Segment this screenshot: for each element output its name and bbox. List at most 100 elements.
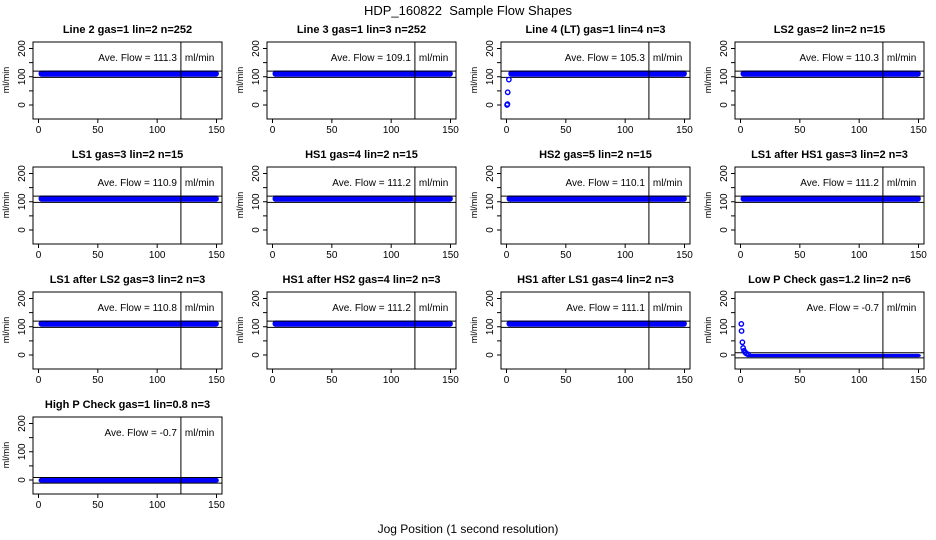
panel-plot-5: HS1 gas=4 lin=2 n=15 0 100 200 ml/min 0 50 100 1… (235, 149, 459, 261)
y-axis-label: ml/min (1, 442, 11, 469)
x-tick-label: 150 (208, 375, 225, 386)
plot-frame (266, 291, 457, 370)
y-axis-label: ml/min (1, 67, 11, 94)
panel-cell-7: LS1 after HS1 gas=3 lin=2 n=3 0 100 200 ml/m… (702, 145, 936, 270)
x-tick-label: 50 (326, 375, 338, 386)
panel-plot-8: LS1 after LS2 gas=3 lin=2 n=3 0 100 200 ml/m… (1, 274, 225, 386)
panel-cell-5: HS1 gas=4 lin=2 n=15 0 100 200 ml/min 0 50 100 1… (234, 145, 468, 270)
data-point (504, 101, 511, 108)
x-tick-label: 0 (504, 125, 510, 136)
data-band (506, 195, 687, 202)
x-tick-label: 0 (738, 125, 744, 136)
x-tick-label: 100 (851, 250, 868, 261)
figure-xlabel: Jog Position (1 second resolution) (377, 522, 559, 536)
panel-cell-1: Line 3 gas=1 lin=3 n=252 0 100 200 ml/min 0 50… (234, 20, 468, 145)
panel-title: LS1 gas=3 lin=2 n=15 (72, 149, 184, 161)
y-tick-label: 100 (485, 193, 496, 210)
y-tick-label: 100 (17, 193, 28, 210)
data-point (738, 328, 745, 334)
y-tick-label: 100 (485, 318, 496, 335)
panel-plot-1: Line 3 gas=1 lin=3 n=252 0 100 200 ml/min 0 50… (235, 24, 459, 136)
data-point (504, 89, 511, 96)
data-point (738, 321, 745, 327)
ave-flow-unit: ml/min (185, 303, 214, 314)
x-tick-label: 150 (208, 250, 225, 261)
panel-title: Line 3 gas=1 lin=3 n=252 (297, 24, 426, 36)
ave-flow-unit: ml/min (653, 178, 682, 189)
plot-frame (32, 291, 223, 370)
y-tick-label: 200 (485, 290, 496, 307)
x-tick-label: 150 (910, 375, 927, 386)
data-band (272, 195, 453, 202)
x-tick-label: 100 (383, 375, 400, 386)
x-tick-label: 0 (36, 125, 42, 136)
figure-title: HDP_160822 Sample Flow Shapes (363, 3, 573, 18)
y-tick-label: 200 (251, 40, 262, 57)
ave-flow-annotation: Ave. Flow = 109.1 (331, 53, 412, 64)
ave-flow-annotation: Ave. Flow = -0.7 (105, 428, 178, 439)
ave-flow-annotation: Ave. Flow = -0.7 (807, 303, 880, 314)
x-tick-label: 150 (676, 125, 693, 136)
ave-flow-unit: ml/min (653, 303, 682, 314)
x-tick-label: 150 (208, 500, 225, 511)
data-band (740, 195, 921, 202)
plot-frame (500, 41, 691, 120)
y-tick-label: 200 (251, 290, 262, 307)
x-tick-label: 0 (36, 250, 42, 261)
y-axis-label: ml/min (235, 317, 245, 344)
ave-flow-unit: ml/min (419, 303, 448, 314)
x-tick-label: 150 (208, 125, 225, 136)
y-tick-label: 0 (719, 352, 730, 358)
x-tick-label: 50 (92, 375, 104, 386)
ave-flow-annotation: Ave. Flow = 110.1 (565, 178, 645, 189)
panel-cell-0: Line 2 gas=1 lin=2 n=252 0 100 200 ml/min 0 50… (0, 20, 234, 145)
y-tick-label: 0 (17, 477, 28, 483)
panel-cell-9: HS1 after HS2 gas=4 lin=2 n=3 0 100 200 ml/m… (234, 270, 468, 395)
y-tick-label: 0 (17, 102, 28, 108)
panel-plot-7: LS1 after HS1 gas=3 lin=2 n=3 0 100 200 ml/m… (703, 149, 927, 261)
ave-flow-unit: ml/min (887, 178, 916, 189)
x-tick-label: 50 (794, 375, 806, 386)
x-tick-label: 100 (851, 375, 868, 386)
ave-flow-unit: ml/min (419, 53, 448, 64)
y-axis-label: ml/min (703, 317, 713, 344)
panel-title: High P Check gas=1 lin=0.8 n=3 (45, 399, 210, 411)
y-tick-label: 100 (719, 68, 730, 85)
plot-frame (32, 166, 223, 245)
ave-flow-annotation: Ave. Flow = 111.3 (98, 53, 177, 64)
x-tick-label: 0 (738, 250, 744, 261)
ave-flow-annotation: Ave. Flow = 110.3 (799, 53, 879, 64)
panel-cell-6: HS2 gas=5 lin=2 n=15 0 100 200 ml/min 0 50 100 1… (468, 145, 702, 270)
plot-frame (32, 416, 223, 495)
y-tick-label: 100 (719, 193, 730, 210)
x-tick-label: 50 (560, 250, 572, 261)
plot-frame (500, 291, 691, 370)
data-band (38, 477, 219, 483)
y-axis-label: ml/min (1, 192, 11, 219)
panel-cell-4: LS1 gas=3 lin=2 n=15 0 100 200 ml/min 0 50 100 1… (0, 145, 234, 270)
plot-frame (500, 166, 691, 245)
y-tick-label: 200 (17, 165, 28, 182)
panel-plot-6: HS2 gas=5 lin=2 n=15 0 100 200 ml/min 0 50 100 1… (469, 149, 693, 261)
data-point (740, 345, 747, 351)
x-tick-label: 0 (738, 375, 744, 386)
ave-flow-annotation: Ave. Flow = 111.1 (566, 303, 645, 314)
panel-title: HS2 gas=5 lin=2 n=15 (539, 149, 652, 161)
data-band (38, 320, 219, 327)
x-tick-label: 0 (36, 375, 42, 386)
y-tick-label: 0 (719, 227, 730, 233)
x-tick-label: 0 (270, 125, 276, 136)
x-tick-label: 100 (383, 125, 400, 136)
x-tick-label: 100 (149, 250, 166, 261)
x-tick-label: 0 (270, 250, 276, 261)
x-tick-label: 150 (442, 250, 459, 261)
y-axis-label: ml/min (469, 317, 479, 344)
data-point (505, 76, 512, 83)
x-tick-label: 150 (676, 375, 693, 386)
y-tick-label: 200 (17, 415, 28, 432)
x-tick-label: 50 (92, 500, 104, 511)
x-tick-label: 0 (504, 250, 510, 261)
x-tick-label: 50 (794, 250, 806, 261)
x-tick-label: 50 (92, 250, 104, 261)
